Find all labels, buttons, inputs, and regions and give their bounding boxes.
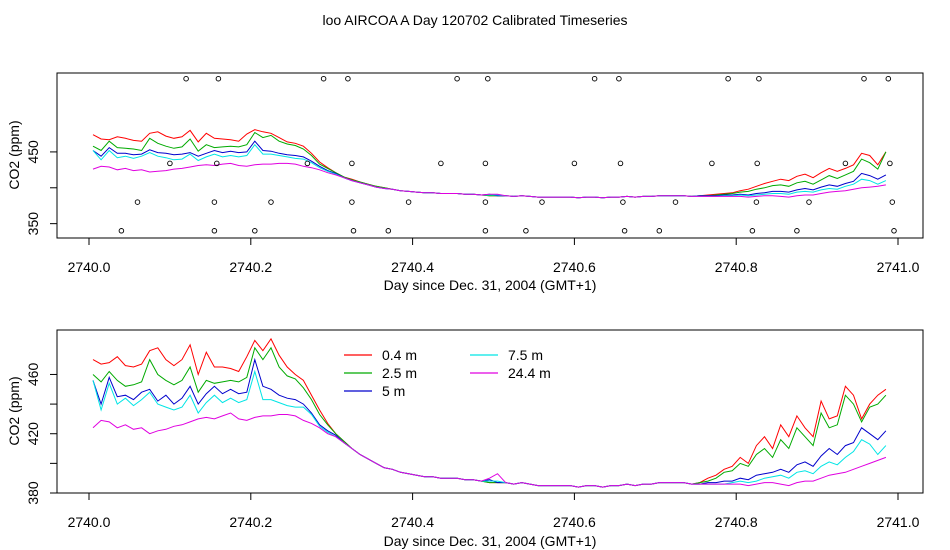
series-layer bbox=[92, 129, 887, 199]
point-marker bbox=[268, 199, 274, 205]
x-tick-label: 2741.0 bbox=[877, 259, 920, 275]
point-marker bbox=[385, 228, 392, 234]
point-marker bbox=[861, 75, 867, 82]
x-tick-label: 2740.2 bbox=[229, 259, 272, 275]
series-line-5-m bbox=[92, 357, 887, 488]
point-marker bbox=[591, 75, 598, 82]
point-marker bbox=[885, 75, 892, 82]
point-marker bbox=[482, 228, 489, 234]
point-marker bbox=[485, 75, 491, 82]
point-marker bbox=[214, 160, 220, 167]
point-marker bbox=[891, 228, 897, 234]
point-marker bbox=[539, 199, 545, 205]
x-tick-label: 2740.6 bbox=[553, 514, 596, 530]
point-marker bbox=[134, 199, 141, 205]
point-marker bbox=[454, 75, 460, 82]
point-marker bbox=[571, 160, 578, 167]
x-tick-label: 2740.4 bbox=[391, 514, 434, 530]
series-line-0-4-m bbox=[92, 337, 887, 488]
x-axis-label: Day since Dec. 31, 2004 (GMT+1) bbox=[384, 533, 597, 549]
series-line-7-5-m bbox=[92, 369, 887, 488]
point-marker bbox=[252, 228, 258, 234]
point-marker bbox=[621, 228, 628, 234]
marker-layer bbox=[118, 75, 897, 234]
y-axis-label: CO2 (ppm) bbox=[6, 120, 22, 189]
x-tick-label: 2740.8 bbox=[715, 514, 758, 530]
y-tick-label: 420 bbox=[25, 422, 41, 446]
point-marker bbox=[438, 160, 444, 167]
series-line-3 bbox=[92, 143, 887, 199]
point-marker bbox=[304, 160, 311, 167]
point-marker bbox=[806, 199, 812, 205]
point-marker bbox=[482, 160, 489, 167]
legend: 0.4 m 2.5 m 5 m 7.5 m 24.4 m bbox=[344, 347, 551, 399]
x-axis: 2740.0 2740.2 2740.4 2740.6 2740.8 2741.0 bbox=[68, 492, 920, 530]
y-tick-label: 380 bbox=[25, 481, 41, 505]
point-marker bbox=[749, 228, 756, 234]
legend-label: 0.4 m bbox=[382, 347, 417, 363]
point-marker bbox=[753, 199, 760, 205]
y-axis-label: CO2 (ppm) bbox=[6, 376, 22, 445]
x-tick-label: 2741.0 bbox=[877, 514, 920, 530]
chart-panel-bottom: 2740.0 2740.2 2740.4 2740.6 2740.8 2741.0 380… bbox=[6, 329, 924, 549]
point-marker bbox=[211, 199, 218, 205]
legend-label: 7.5 m bbox=[508, 347, 543, 363]
point-marker bbox=[756, 75, 762, 82]
y-tick-label: 460 bbox=[25, 363, 41, 387]
point-marker bbox=[794, 228, 800, 234]
point-marker bbox=[345, 75, 351, 82]
point-marker bbox=[842, 160, 849, 167]
point-marker bbox=[754, 160, 760, 167]
point-marker bbox=[617, 160, 624, 167]
y-axis: 350 450 bbox=[25, 140, 58, 236]
point-marker bbox=[709, 160, 715, 167]
x-tick-label: 2740.4 bbox=[391, 259, 434, 275]
series-layer bbox=[92, 337, 887, 488]
point-marker bbox=[620, 199, 626, 205]
legend-label: 24.4 m bbox=[508, 365, 551, 381]
point-marker bbox=[523, 228, 529, 234]
point-marker bbox=[167, 160, 173, 167]
point-marker bbox=[183, 75, 189, 82]
point-marker bbox=[725, 75, 731, 82]
point-marker bbox=[349, 160, 355, 167]
point-marker bbox=[405, 199, 412, 205]
y-tick-label: 450 bbox=[25, 140, 41, 164]
series-line-4 bbox=[92, 162, 886, 199]
legend-label: 5 m bbox=[382, 383, 405, 399]
point-marker bbox=[616, 75, 622, 82]
series-line-1 bbox=[92, 131, 887, 199]
series-line-24-4-m bbox=[92, 412, 887, 488]
x-tick-label: 2740.0 bbox=[68, 259, 111, 275]
series-line-2-5-m bbox=[92, 346, 887, 488]
figure-title: loo AIRCOA A Day 120702 Calibrated Times… bbox=[322, 12, 627, 28]
point-marker bbox=[349, 199, 355, 205]
point-marker bbox=[889, 199, 896, 205]
x-tick-label: 2740.0 bbox=[68, 514, 111, 530]
x-axis-label: Day since Dec. 31, 2004 (GMT+1) bbox=[384, 277, 597, 293]
x-tick-label: 2740.2 bbox=[229, 514, 272, 530]
chart-panel-top: 2740.0 2740.2 2740.4 2740.6 2740.8 2741.0 350… bbox=[6, 72, 924, 293]
y-tick-label: 350 bbox=[25, 212, 41, 236]
x-tick-label: 2740.8 bbox=[715, 259, 758, 275]
point-marker bbox=[118, 228, 125, 234]
x-axis: 2740.0 2740.2 2740.4 2740.6 2740.8 2741.0 bbox=[68, 237, 920, 275]
point-marker bbox=[887, 160, 893, 167]
point-marker bbox=[320, 75, 327, 82]
y-axis: 380 420 460 bbox=[25, 363, 58, 505]
legend-label: 2.5 m bbox=[382, 365, 417, 381]
point-marker bbox=[672, 199, 679, 205]
point-marker bbox=[482, 199, 489, 205]
series-line-2 bbox=[92, 140, 887, 199]
point-marker bbox=[656, 228, 663, 234]
point-marker bbox=[350, 228, 357, 234]
x-tick-label: 2740.6 bbox=[553, 259, 596, 275]
point-marker bbox=[211, 228, 218, 234]
point-marker bbox=[215, 75, 222, 82]
